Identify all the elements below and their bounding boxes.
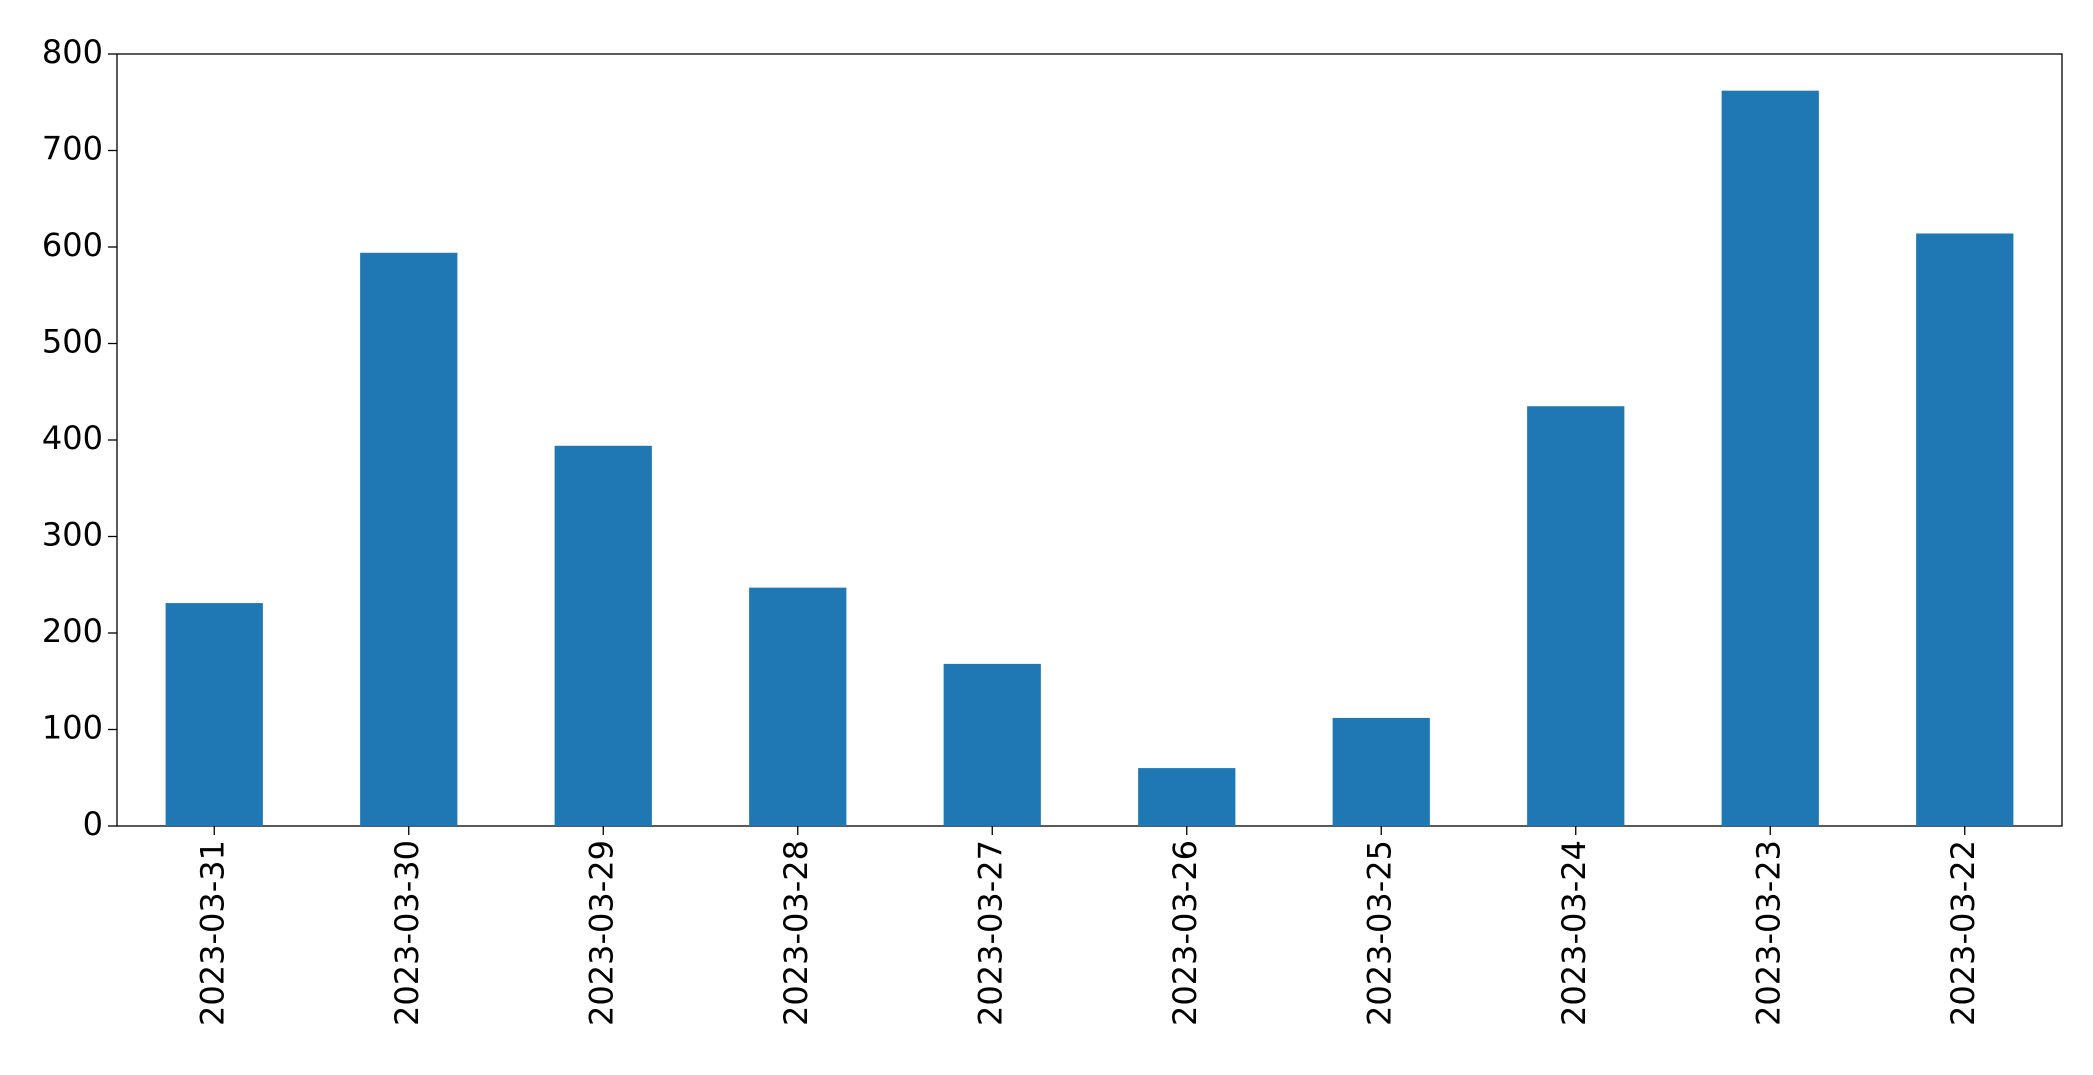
x-tick-label: 2023-03-27 <box>971 840 1009 1026</box>
y-tick-label: 400 <box>42 419 103 457</box>
bar <box>1916 233 2014 827</box>
x-tick-label: 2023-03-30 <box>388 840 426 1026</box>
y-tick-label: 800 <box>42 33 103 71</box>
x-tick-label: 2023-03-22 <box>1944 840 1982 1026</box>
y-tick-label: 600 <box>42 226 103 264</box>
bar <box>943 663 1041 826</box>
bar <box>1332 717 1430 826</box>
y-tick-label: 700 <box>42 130 103 168</box>
x-tick-label: 2023-03-26 <box>1166 840 1204 1026</box>
y-tick-label: 100 <box>42 709 103 747</box>
y-tick-label: 200 <box>42 612 103 650</box>
bar <box>1138 768 1236 826</box>
bar <box>360 252 458 827</box>
x-tick-label: 2023-03-25 <box>1360 840 1398 1026</box>
bar <box>554 445 652 826</box>
x-tick-label: 2023-03-23 <box>1749 840 1787 1026</box>
bar <box>1721 90 1819 827</box>
x-tick-label: 2023-03-31 <box>193 840 231 1026</box>
x-tick-label: 2023-03-24 <box>1555 840 1593 1026</box>
x-tick-label: 2023-03-28 <box>777 840 815 1026</box>
bar <box>749 587 847 826</box>
x-tick-label: 2023-03-29 <box>582 840 620 1026</box>
y-tick-label: 0 <box>83 805 103 843</box>
y-tick-label: 500 <box>42 323 103 361</box>
bar <box>165 603 263 826</box>
bar <box>1527 406 1625 826</box>
y-tick-label: 300 <box>42 516 103 554</box>
